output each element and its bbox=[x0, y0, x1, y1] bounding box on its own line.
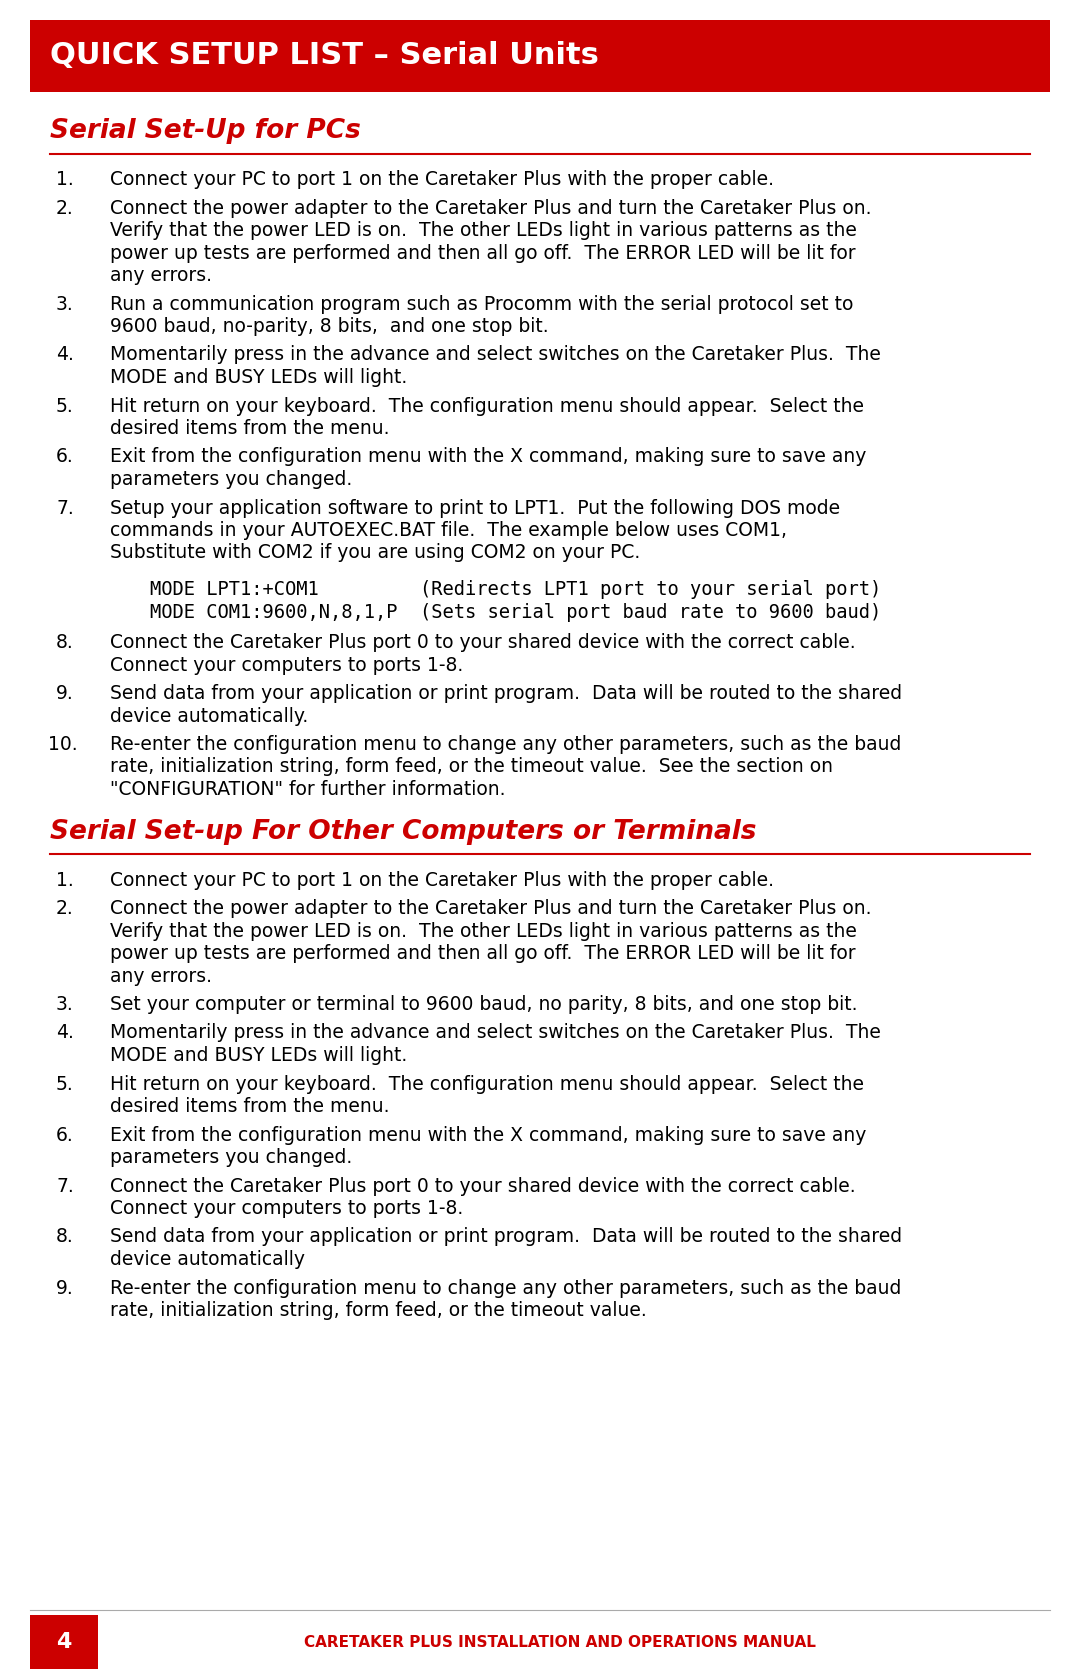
Text: rate, initialization string, form feed, or the timeout value.  See the section o: rate, initialization string, form feed, … bbox=[110, 758, 833, 776]
Text: 4: 4 bbox=[56, 1632, 71, 1652]
Text: Connect your PC to port 1 on the Caretaker Plus with the proper cable.: Connect your PC to port 1 on the Caretak… bbox=[110, 871, 774, 890]
Text: Connect the power adapter to the Caretaker Plus and turn the Caretaker Plus on.: Connect the power adapter to the Caretak… bbox=[110, 199, 872, 217]
Text: 9600 baud, no-parity, 8 bits,  and one stop bit.: 9600 baud, no-parity, 8 bits, and one st… bbox=[110, 317, 549, 335]
Text: 7.: 7. bbox=[56, 1177, 73, 1195]
Text: 2.: 2. bbox=[56, 199, 73, 217]
Text: Re-enter the configuration menu to change any other parameters, such as the baud: Re-enter the configuration menu to chang… bbox=[110, 734, 902, 754]
Text: Send data from your application or print program.  Data will be routed to the sh: Send data from your application or print… bbox=[110, 1227, 902, 1247]
Text: Connect the power adapter to the Caretaker Plus and turn the Caretaker Plus on.: Connect the power adapter to the Caretak… bbox=[110, 900, 872, 918]
Bar bbox=[30, 20, 1050, 92]
Text: 5.: 5. bbox=[56, 1075, 73, 1093]
Text: any errors.: any errors. bbox=[110, 265, 212, 285]
Text: parameters you changed.: parameters you changed. bbox=[110, 471, 352, 489]
Text: commands in your AUTOEXEC.BAT file.  The example below uses COM1,: commands in your AUTOEXEC.BAT file. The … bbox=[110, 521, 787, 541]
Text: 1.: 1. bbox=[56, 871, 73, 890]
Text: MODE and BUSY LEDs will light.: MODE and BUSY LEDs will light. bbox=[110, 1046, 407, 1065]
Text: 5.: 5. bbox=[56, 397, 73, 416]
Text: device automatically: device automatically bbox=[110, 1250, 305, 1268]
Text: 4.: 4. bbox=[56, 345, 73, 364]
Text: 8.: 8. bbox=[56, 1227, 73, 1247]
Text: MODE LPT1:+COM1         (Redirects LPT1 port to your serial port): MODE LPT1:+COM1 (Redirects LPT1 port to … bbox=[150, 581, 881, 599]
Text: Momentarily press in the advance and select switches on the Caretaker Plus.  The: Momentarily press in the advance and sel… bbox=[110, 345, 881, 364]
Text: Exit from the configuration menu with the X command, making sure to save any: Exit from the configuration menu with th… bbox=[110, 1125, 866, 1145]
Text: 3.: 3. bbox=[56, 995, 73, 1015]
Text: Hit return on your keyboard.  The configuration menu should appear.  Select the: Hit return on your keyboard. The configu… bbox=[110, 397, 864, 416]
Bar bbox=[30, 1616, 98, 1669]
Text: "CONFIGURATION" for further information.: "CONFIGURATION" for further information. bbox=[110, 779, 505, 799]
Text: Hit return on your keyboard.  The configuration menu should appear.  Select the: Hit return on your keyboard. The configu… bbox=[110, 1075, 864, 1093]
Text: QUICK SETUP LIST – Serial Units: QUICK SETUP LIST – Serial Units bbox=[50, 42, 599, 70]
Text: 6.: 6. bbox=[56, 447, 73, 467]
Text: 1.: 1. bbox=[56, 170, 73, 189]
Text: desired items from the menu.: desired items from the menu. bbox=[110, 1097, 390, 1117]
Text: Serial Set-Up for PCs: Serial Set-Up for PCs bbox=[50, 118, 361, 144]
Text: Connect your computers to ports 1-8.: Connect your computers to ports 1-8. bbox=[110, 656, 463, 674]
Text: 3.: 3. bbox=[56, 294, 73, 314]
Text: Setup your application software to print to LPT1.  Put the following DOS mode: Setup your application software to print… bbox=[110, 499, 840, 517]
Text: any errors.: any errors. bbox=[110, 966, 212, 985]
Text: power up tests are performed and then all go off.  The ERROR LED will be lit for: power up tests are performed and then al… bbox=[110, 945, 855, 963]
Text: device automatically.: device automatically. bbox=[110, 706, 308, 726]
Text: 6.: 6. bbox=[56, 1125, 73, 1145]
Text: Verify that the power LED is on.  The other LEDs light in various patterns as th: Verify that the power LED is on. The oth… bbox=[110, 220, 856, 240]
Text: 4.: 4. bbox=[56, 1023, 73, 1043]
Text: Run a communication program such as Procomm with the serial protocol set to: Run a communication program such as Proc… bbox=[110, 294, 853, 314]
Text: Connect your computers to ports 1-8.: Connect your computers to ports 1-8. bbox=[110, 1198, 463, 1218]
Text: Re-enter the configuration menu to change any other parameters, such as the baud: Re-enter the configuration menu to chang… bbox=[110, 1278, 902, 1297]
Text: parameters you changed.: parameters you changed. bbox=[110, 1148, 352, 1167]
Text: 2.: 2. bbox=[56, 900, 73, 918]
Text: Substitute with COM2 if you are using COM2 on your PC.: Substitute with COM2 if you are using CO… bbox=[110, 544, 640, 562]
Text: 8.: 8. bbox=[56, 633, 73, 653]
Text: desired items from the menu.: desired items from the menu. bbox=[110, 419, 390, 437]
Text: Momentarily press in the advance and select switches on the Caretaker Plus.  The: Momentarily press in the advance and sel… bbox=[110, 1023, 881, 1043]
Text: rate, initialization string, form feed, or the timeout value.: rate, initialization string, form feed, … bbox=[110, 1302, 647, 1320]
Text: Exit from the configuration menu with the X command, making sure to save any: Exit from the configuration menu with th… bbox=[110, 447, 866, 467]
Text: 10.: 10. bbox=[48, 734, 78, 754]
Text: Send data from your application or print program.  Data will be routed to the sh: Send data from your application or print… bbox=[110, 684, 902, 703]
Text: MODE and BUSY LEDs will light.: MODE and BUSY LEDs will light. bbox=[110, 367, 407, 387]
Text: Set your computer or terminal to 9600 baud, no parity, 8 bits, and one stop bit.: Set your computer or terminal to 9600 ba… bbox=[110, 995, 858, 1015]
Text: 7.: 7. bbox=[56, 499, 73, 517]
Text: Connect the Caretaker Plus port 0 to your shared device with the correct cable.: Connect the Caretaker Plus port 0 to you… bbox=[110, 1177, 855, 1195]
Text: CARETAKER PLUS INSTALLATION AND OPERATIONS MANUAL: CARETAKER PLUS INSTALLATION AND OPERATIO… bbox=[305, 1634, 815, 1649]
Text: MODE COM1:9600,N,8,1,P  (Sets serial port baud rate to 9600 baud): MODE COM1:9600,N,8,1,P (Sets serial port… bbox=[150, 603, 881, 621]
Text: 9.: 9. bbox=[56, 1278, 73, 1297]
Text: Connect your PC to port 1 on the Caretaker Plus with the proper cable.: Connect your PC to port 1 on the Caretak… bbox=[110, 170, 774, 189]
Text: power up tests are performed and then all go off.  The ERROR LED will be lit for: power up tests are performed and then al… bbox=[110, 244, 855, 262]
Text: Connect the Caretaker Plus port 0 to your shared device with the correct cable.: Connect the Caretaker Plus port 0 to you… bbox=[110, 633, 855, 653]
Text: Serial Set-up For Other Computers or Terminals: Serial Set-up For Other Computers or Ter… bbox=[50, 818, 756, 845]
Text: 9.: 9. bbox=[56, 684, 73, 703]
Text: Verify that the power LED is on.  The other LEDs light in various patterns as th: Verify that the power LED is on. The oth… bbox=[110, 921, 856, 941]
